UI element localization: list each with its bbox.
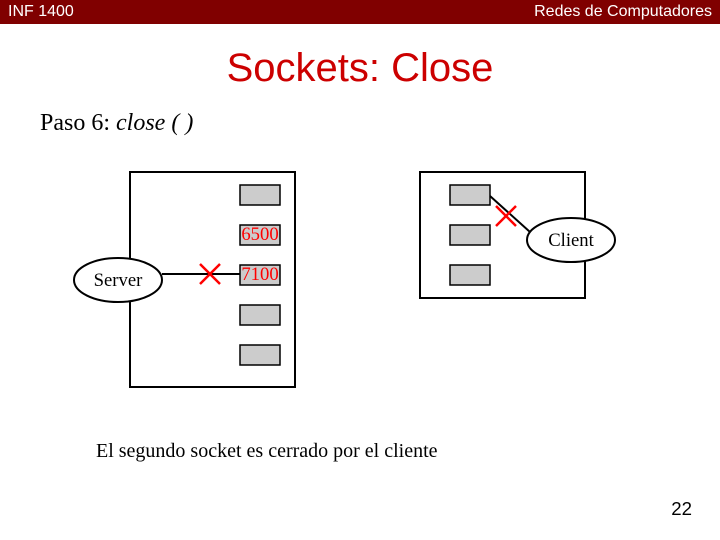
socket-slot xyxy=(240,305,280,325)
port-label: 7100 xyxy=(241,264,278,285)
page-number: 22 xyxy=(671,498,692,520)
connector-line xyxy=(490,196,530,232)
socket-slot xyxy=(450,185,490,205)
socket-slot xyxy=(240,345,280,365)
socket-slot xyxy=(450,225,490,245)
client-label-text: Client xyxy=(548,230,594,251)
socket-slot xyxy=(450,265,490,285)
explanation-note: El segundo socket es cerrado por el clie… xyxy=(96,440,438,463)
port-label: 6500 xyxy=(241,224,278,245)
server-label-text: Server xyxy=(94,270,143,291)
socket-slot xyxy=(240,185,280,205)
